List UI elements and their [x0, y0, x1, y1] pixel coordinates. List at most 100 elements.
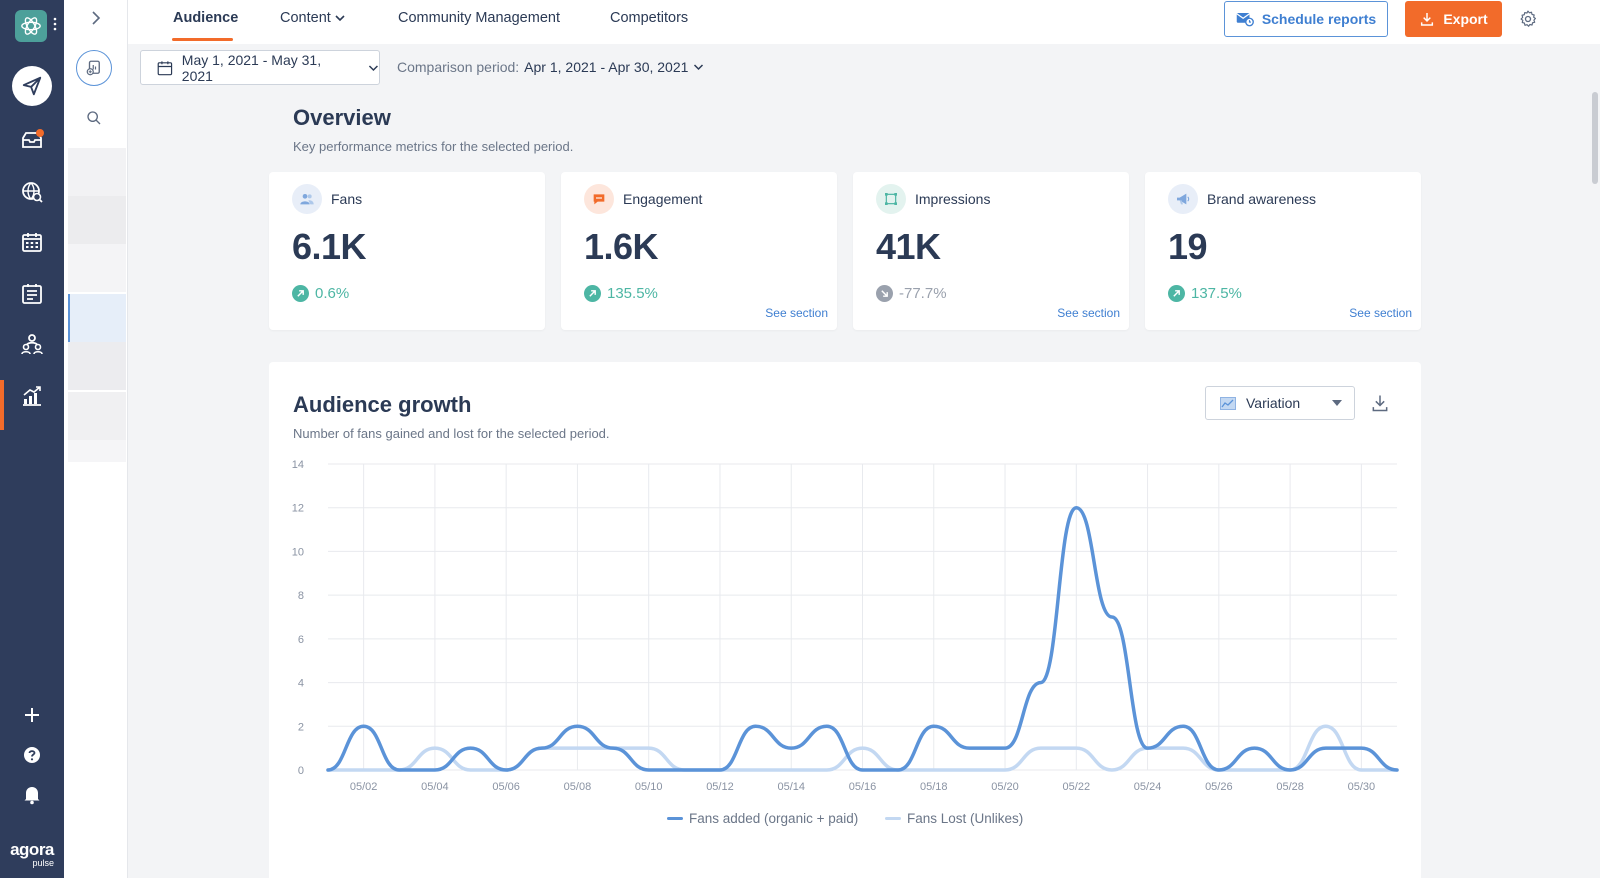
- x-tick-label: 05/28: [1276, 781, 1304, 792]
- comparison-label: Comparison period:: [397, 59, 520, 75]
- mail-schedule-icon: [1236, 13, 1254, 27]
- download-icon: [1421, 13, 1434, 26]
- comparison-value: Apr 1, 2021 - Apr 30, 2021: [524, 59, 689, 75]
- metric-value: 41K: [876, 226, 941, 267]
- profile-tile[interactable]: [68, 342, 126, 390]
- fans-icon: [292, 184, 322, 214]
- metric-card-engagement: Engagement 1.6K 135.5% See section: [561, 172, 837, 330]
- x-tick-label: 05/18: [920, 781, 948, 792]
- chart-view-select[interactable]: Variation: [1205, 386, 1355, 420]
- x-tick-label: 05/20: [991, 781, 1019, 792]
- active-indicator: [0, 380, 4, 430]
- see-section-link[interactable]: See section: [1349, 306, 1412, 320]
- planner-icon[interactable]: [12, 274, 52, 314]
- metric-label: Brand awareness: [1207, 191, 1316, 207]
- profile-tile[interactable]: [68, 148, 126, 196]
- metric-trend-value: 0.6%: [315, 285, 350, 302]
- legend-item-fans-lost[interactable]: Fans Lost (Unlikes): [885, 811, 1023, 826]
- brand-logo: agora pulse: [6, 841, 58, 868]
- profile-tile-selected[interactable]: [68, 294, 126, 342]
- comparison-period-select[interactable]: Comparison period: Apr 1, 2021 - Apr 30,…: [397, 59, 704, 75]
- help-icon[interactable]: [12, 735, 52, 775]
- tab-community-management[interactable]: Community Management: [398, 10, 560, 26]
- audience-growth-subtitle: Number of fans gained and lost for the s…: [293, 426, 610, 441]
- x-tick-label: 05/12: [706, 781, 734, 792]
- date-range-picker[interactable]: May 1, 2021 - May 31, 2021: [140, 50, 380, 85]
- y-tick-label: 12: [292, 503, 304, 515]
- legend-item-fans-added[interactable]: Fans added (organic + paid): [667, 811, 858, 826]
- metric-value: 6.1K: [292, 226, 367, 267]
- metric-trend-value: 135.5%: [607, 285, 658, 302]
- tab-content[interactable]: Content: [280, 10, 345, 26]
- metric-card-impressions: Impressions 41K -77.7% See section: [853, 172, 1129, 330]
- x-tick-label: 05/30: [1348, 781, 1376, 792]
- x-tick-label: 05/06: [492, 781, 520, 792]
- y-tick-label: 0: [298, 765, 304, 777]
- arrow-up-right-icon: [584, 285, 601, 302]
- calendar-icon[interactable]: [12, 222, 52, 262]
- bell-icon[interactable]: [12, 774, 52, 814]
- metric-trend: 0.6%: [292, 285, 349, 302]
- legend-label: Fans Lost (Unlikes): [907, 811, 1024, 826]
- arrow-up-right-icon: [292, 285, 309, 302]
- logo-icon[interactable]: [15, 10, 47, 42]
- reports-icon[interactable]: [12, 376, 52, 416]
- metric-trend-value: 137.5%: [1191, 285, 1242, 302]
- metric-value: 19: [1168, 226, 1208, 267]
- see-section-link[interactable]: See section: [1057, 306, 1120, 320]
- search-icon[interactable]: [84, 108, 104, 128]
- profile-report-icon[interactable]: [76, 50, 112, 86]
- arrow-down-right-icon: [876, 285, 893, 302]
- profile-tile[interactable]: [68, 392, 126, 440]
- x-tick-label: 05/02: [350, 781, 378, 792]
- download-icon[interactable]: [1370, 393, 1390, 413]
- metric-trend-value: -77.7%: [899, 285, 947, 302]
- inbox-icon[interactable]: [12, 120, 52, 160]
- metric-label: Engagement: [623, 191, 703, 207]
- tab-audience[interactable]: Audience: [173, 10, 239, 26]
- scrollbar-thumb[interactable]: [1592, 92, 1598, 184]
- secondary-sidebar: [64, 0, 128, 878]
- add-icon[interactable]: [12, 695, 52, 735]
- x-tick-label: 05/16: [849, 781, 877, 792]
- overview-subtitle: Key performance metrics for the selected…: [293, 139, 574, 154]
- x-tick-label: 05/14: [777, 781, 805, 792]
- calendar-icon: [157, 60, 173, 75]
- metric-trend: 135.5%: [584, 285, 658, 302]
- listening-icon[interactable]: [12, 172, 52, 212]
- tab-competitors[interactable]: Competitors: [610, 10, 689, 26]
- export-label: Export: [1443, 11, 1488, 27]
- profile-tile[interactable]: [68, 196, 126, 244]
- megaphone-icon: [1168, 184, 1198, 214]
- scrollbar-track[interactable]: [1591, 44, 1600, 878]
- legend-swatch: [885, 817, 901, 820]
- gear-icon[interactable]: [1518, 9, 1538, 29]
- top-bar: Audience Content Community Management Co…: [128, 0, 1600, 44]
- audience-growth-chart: 0 2 4 6 8 10 12 14 05/02 05/04 05/06 05/08 05/10 05/1…: [292, 459, 1399, 792]
- metric-label: Impressions: [915, 191, 991, 207]
- team-icon[interactable]: [12, 324, 52, 364]
- export-button[interactable]: Export: [1405, 1, 1502, 37]
- more-vertical-icon[interactable]: [53, 17, 57, 31]
- see-section-link[interactable]: See section: [765, 306, 828, 320]
- profile-tile[interactable]: [68, 440, 126, 462]
- series-line-fans-added[interactable]: [326, 505, 1399, 772]
- y-tick-label: 10: [292, 546, 304, 558]
- x-tick-label: 05/24: [1134, 781, 1162, 792]
- compose-icon[interactable]: [12, 66, 52, 106]
- x-tick-label: 05/10: [635, 781, 663, 792]
- schedule-reports-button[interactable]: Schedule reports: [1224, 1, 1388, 37]
- metric-trend: 137.5%: [1168, 285, 1242, 302]
- metric-value: 1.6K: [584, 226, 659, 267]
- impressions-icon: [876, 184, 906, 214]
- brand-sub: pulse: [32, 858, 54, 868]
- legend-label: Fans added (organic + paid): [689, 811, 859, 826]
- audience-growth-title: Audience growth: [293, 392, 472, 417]
- schedule-reports-label: Schedule reports: [1261, 11, 1377, 27]
- chevron-right-icon[interactable]: [86, 8, 106, 28]
- profile-tile[interactable]: [68, 244, 126, 292]
- arrow-up-right-icon: [1168, 285, 1185, 302]
- active-tab-underline: [172, 38, 233, 41]
- metric-card-fans: Fans 6.1K 0.6%: [269, 172, 545, 330]
- audience-growth-panel: Audience growth Number of fans gained an…: [269, 362, 1421, 878]
